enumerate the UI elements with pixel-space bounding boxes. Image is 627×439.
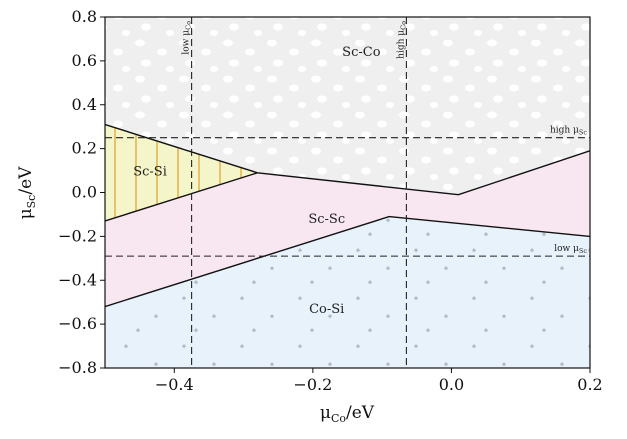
- region-labels: Sc-Co Sc-Si Sc-Sc Co-Si: [133, 45, 380, 317]
- phase-regions: [105, 17, 590, 368]
- y-tick-label: 0.0: [72, 183, 97, 202]
- chemical-potential-limits: low μCo high μCo high μSc low μSc: [105, 17, 590, 368]
- x-tick-label: −0.2: [293, 375, 332, 394]
- x-axis-unit: /eV: [346, 403, 375, 423]
- phase-boundaries: [105, 123, 590, 308]
- region-label-sc-co: Sc-Co: [342, 45, 381, 60]
- x-tick-label: 0.2: [577, 375, 602, 394]
- x-axis-subscript: Co: [331, 412, 346, 425]
- y-axis-title: μSc/eV: [16, 166, 38, 220]
- x-axis-title: μCo/eV: [320, 403, 375, 425]
- region-sc-co-texture: [105, 17, 590, 195]
- axis-ticks: −0.4 −0.2 0.0 0.2 −0.8 −0.6 −0.4 −0.2 0.0 0.2 0.4 0…: [58, 7, 603, 394]
- boundary-line-1: [105, 123, 590, 196]
- x-tick-label: −0.4: [155, 375, 194, 394]
- x-axis-symbol: μ: [320, 403, 331, 423]
- y-tick-label: −0.2: [58, 226, 97, 245]
- boundary-line-2: [105, 172, 258, 222]
- y-tick-label: 0.6: [72, 51, 97, 70]
- y-tick-label: −0.6: [58, 314, 97, 333]
- y-axis-subscript: Sc: [25, 195, 38, 209]
- y-tick-label: 0.2: [72, 139, 97, 158]
- boundary-line-3: [105, 215, 590, 308]
- y-tick-label: 0.4: [72, 95, 97, 114]
- region-label-co-si: Co-Si: [309, 302, 344, 317]
- high-sc-label: high μSc: [550, 126, 587, 137]
- y-tick-label: 0.8: [72, 7, 97, 26]
- y-tick-label: −0.4: [58, 270, 97, 289]
- y-axis-unit: /eV: [16, 166, 36, 195]
- y-axis-symbol: μ: [16, 208, 36, 219]
- y-tick-label: −0.8: [58, 358, 97, 377]
- high-co-label: high μCo: [396, 21, 407, 59]
- region-label-sc-si: Sc-Si: [133, 165, 167, 180]
- x-tick-label: 0.0: [439, 375, 464, 394]
- region-sc-si-texture: [105, 124, 258, 221]
- region-co-si-texture: [105, 216, 590, 368]
- low-co-label: low μCo: [182, 21, 193, 55]
- region-label-sc-sc: Sc-Sc: [308, 212, 345, 227]
- low-sc-label: low μSc: [554, 244, 587, 255]
